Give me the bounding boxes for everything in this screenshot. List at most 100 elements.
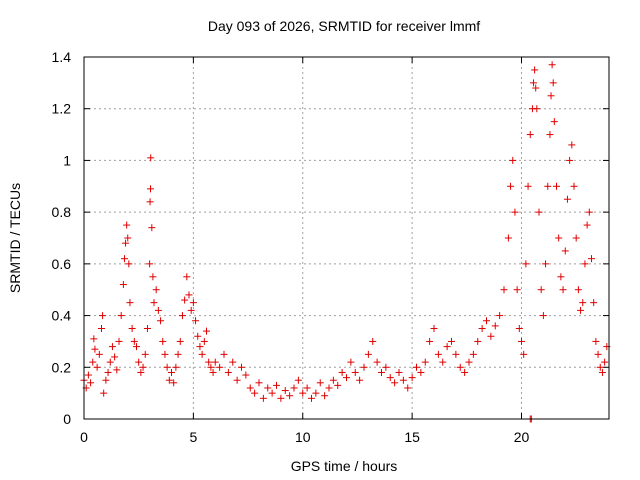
data-point (448, 337, 455, 345)
data-point (430, 325, 438, 332)
data-point (439, 358, 447, 366)
data-point (443, 343, 451, 351)
x-tick-label: 15 (404, 429, 420, 445)
data-point (220, 350, 228, 358)
data-point (548, 61, 556, 69)
data-point (117, 312, 125, 320)
data-point (149, 273, 157, 281)
data-point (168, 368, 175, 376)
data-point (537, 286, 545, 294)
data-point (125, 260, 133, 268)
data-point (128, 325, 136, 332)
data-point (334, 381, 342, 389)
data-point (137, 368, 145, 376)
data-point (526, 131, 534, 139)
data-point (520, 350, 528, 358)
data-point (395, 368, 403, 376)
data-point (360, 363, 368, 371)
data-point (120, 255, 128, 263)
data-point (321, 392, 329, 400)
data-point (563, 195, 571, 203)
data-point (566, 156, 574, 164)
data-point (491, 322, 499, 330)
data-point (200, 337, 208, 345)
data-point (561, 247, 569, 255)
data-point (106, 358, 114, 366)
data-point (157, 317, 165, 325)
data-point (533, 105, 541, 113)
data-point (325, 384, 333, 392)
data-point (198, 350, 206, 358)
data-point (456, 363, 464, 371)
data-point (546, 131, 554, 139)
data-point (209, 368, 217, 376)
data-point (90, 335, 98, 343)
data-point (246, 384, 254, 392)
data-point (130, 337, 138, 345)
data-point (316, 379, 324, 387)
data-point (303, 384, 311, 392)
data-point (343, 374, 350, 382)
data-point (163, 363, 171, 371)
axis-ticks: 0 5 10 15 20 0 0.2 0.4 0.6 0.8 1 1.2 1.4 (52, 49, 609, 445)
data-point (452, 350, 460, 358)
data-point (123, 221, 131, 229)
data-point (518, 337, 525, 345)
data-point (148, 224, 156, 232)
data-point (378, 368, 385, 376)
y-tick-label: 0.6 (52, 256, 72, 272)
data-point (590, 299, 598, 307)
y-axis-label: SRMTID / TECUs (7, 183, 23, 293)
data-point (469, 350, 477, 358)
data-point (549, 79, 557, 87)
data-point (124, 234, 132, 242)
data-point (408, 374, 416, 382)
y-tick-label: 0.4 (52, 308, 72, 324)
data-point (183, 273, 191, 281)
data-point (98, 325, 105, 332)
data-point (532, 84, 540, 92)
data-point (122, 239, 130, 247)
data-point (478, 325, 486, 332)
data-point (588, 255, 595, 263)
data-point (572, 234, 580, 242)
data-point (294, 376, 302, 384)
data-point (205, 358, 213, 366)
data-point (347, 358, 355, 366)
data-point (87, 379, 95, 387)
data-point (426, 337, 434, 345)
data-point (152, 286, 160, 294)
data-point (100, 389, 108, 397)
data-point (581, 260, 589, 268)
x-tick-label: 20 (514, 429, 530, 445)
y-tick-label: 0.2 (52, 359, 72, 375)
data-point (542, 260, 550, 268)
data-point (547, 92, 555, 100)
data-points (80, 61, 611, 423)
data-point (329, 376, 337, 384)
data-point (242, 371, 250, 379)
data-point (391, 379, 399, 387)
chart-title: Day 093 of 2026, SRMTID for receiver lmm… (208, 18, 480, 34)
data-point (146, 260, 154, 268)
data-point (224, 368, 232, 376)
data-point (259, 394, 267, 402)
data-point (504, 234, 512, 242)
x-tick-label: 10 (295, 429, 311, 445)
data-point (515, 325, 523, 332)
data-point (211, 358, 219, 366)
data-point (509, 156, 517, 164)
data-point (233, 376, 241, 384)
data-point (119, 281, 127, 289)
data-point (192, 317, 200, 325)
data-point (104, 368, 112, 376)
data-point (113, 366, 121, 374)
data-point (111, 353, 119, 361)
data-point (255, 379, 263, 387)
data-point (531, 66, 539, 74)
data-point (577, 306, 585, 314)
data-point (369, 337, 377, 345)
data-point (203, 327, 210, 335)
data-point (185, 291, 193, 299)
